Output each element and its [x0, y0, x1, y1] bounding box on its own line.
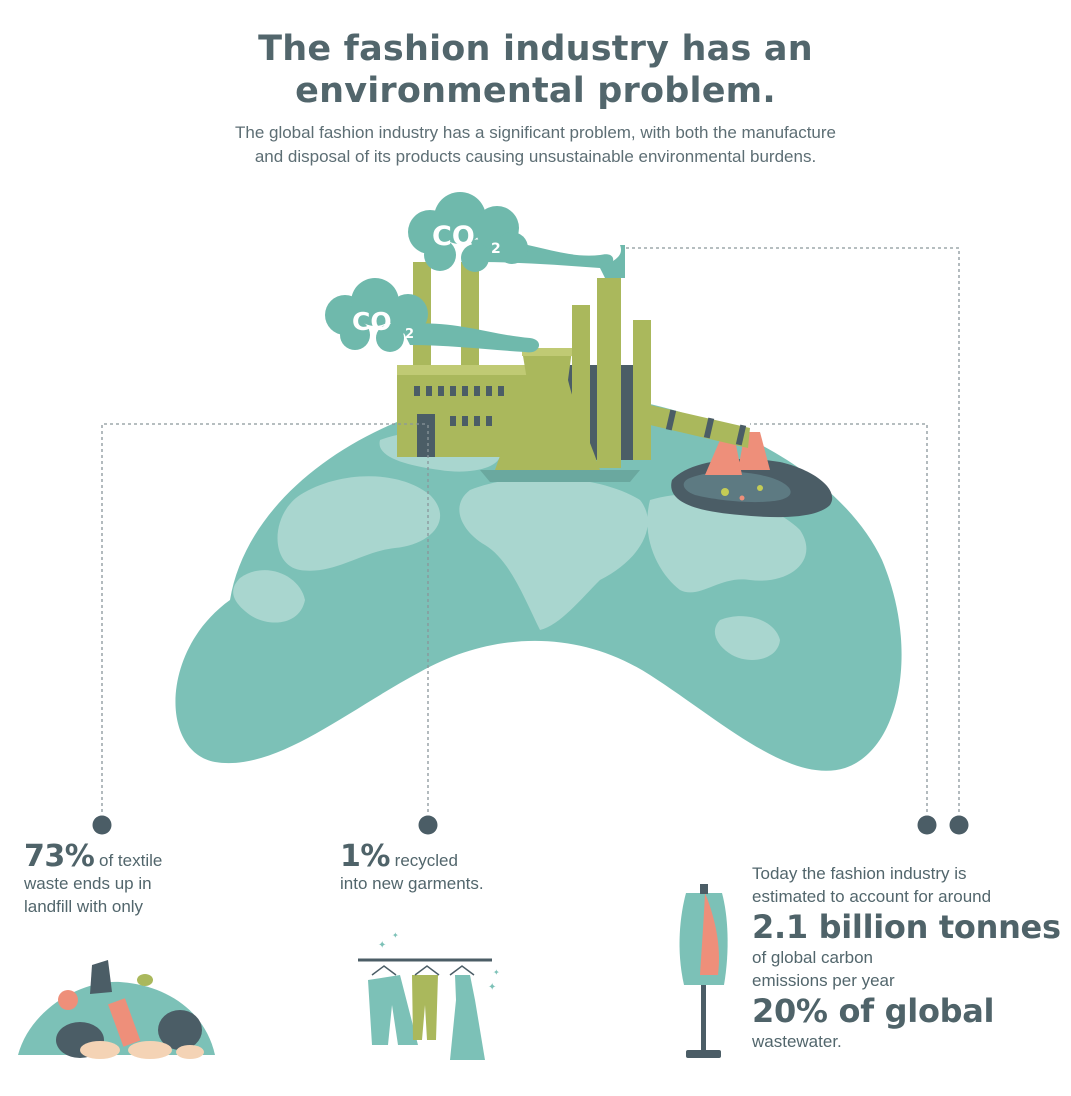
page-subtitle: The global fashion industry has a signif…: [150, 121, 921, 169]
stat-recycled-text-2: into new garments.: [340, 874, 484, 893]
leader-dot-recycled: [418, 815, 438, 835]
stat-emissions-text-3: wastewater.: [752, 1032, 842, 1051]
co2-cloud-top: [408, 192, 625, 278]
stat-landfill-text-1: of textile: [94, 851, 163, 870]
title-line-1: The fashion industry has an: [258, 29, 813, 69]
stat-emissions-intro-2: estimated to account for around: [752, 887, 992, 906]
svg-text:✦: ✦: [392, 931, 399, 940]
dress-mannequin-icon: [679, 884, 728, 1058]
co2-top-subscript: 2: [491, 241, 501, 257]
leader-dot-wastewater: [917, 815, 937, 835]
stat-landfill-text-3: landfill with only: [24, 897, 144, 916]
stat-emissions-text-2: emissions per year: [752, 971, 895, 990]
leader-dot-emissions: [949, 815, 969, 835]
subtitle-line-1: The global fashion industry has a signif…: [234, 123, 836, 142]
clothes-rack-icon: ✦ ✦ ✦ ✦: [358, 931, 500, 1060]
co2-top-label: CO: [432, 221, 475, 252]
page-title: The fashion industry has an environmenta…: [0, 28, 1071, 112]
subtitle-line-2: and disposal of its products causing uns…: [254, 147, 817, 166]
svg-text:✦: ✦: [493, 968, 500, 977]
title-line-2: environmental problem.: [295, 71, 776, 111]
stat-emissions: Today the fashion industry is estimated …: [752, 862, 1067, 1053]
leader-dot-landfill: [92, 815, 112, 835]
landfill-bags-icon: [18, 960, 215, 1059]
stat-emissions-value-1: 2.1 billion tonnes: [752, 908, 1061, 946]
stat-emissions-value-2: 20% of global: [752, 992, 995, 1030]
leader-dots: [92, 815, 969, 835]
stat-emissions-intro-1: Today the fashion industry is: [752, 864, 967, 883]
co2-cloud-left: [325, 278, 540, 353]
stat-emissions-text-1: of global carbon: [752, 948, 873, 967]
stat-recycled: 1% recycled into new garments.: [340, 842, 540, 895]
leader-lines: [101, 247, 960, 812]
stat-landfill-value: 73%: [24, 839, 95, 874]
svg-text:✦: ✦: [488, 982, 496, 993]
stat-landfill-text-2: waste ends up in: [24, 874, 152, 893]
co2-left-subscript: 2: [405, 327, 414, 342]
co2-left-label: CO: [352, 307, 392, 336]
stat-landfill: 73% of textile waste ends up in landfill…: [24, 842, 224, 918]
pollution-spill-icon: [671, 432, 833, 518]
stat-recycled-text-1: recycled: [389, 851, 458, 870]
svg-text:✦: ✦: [378, 940, 386, 951]
stat-recycled-value: 1%: [340, 839, 390, 874]
